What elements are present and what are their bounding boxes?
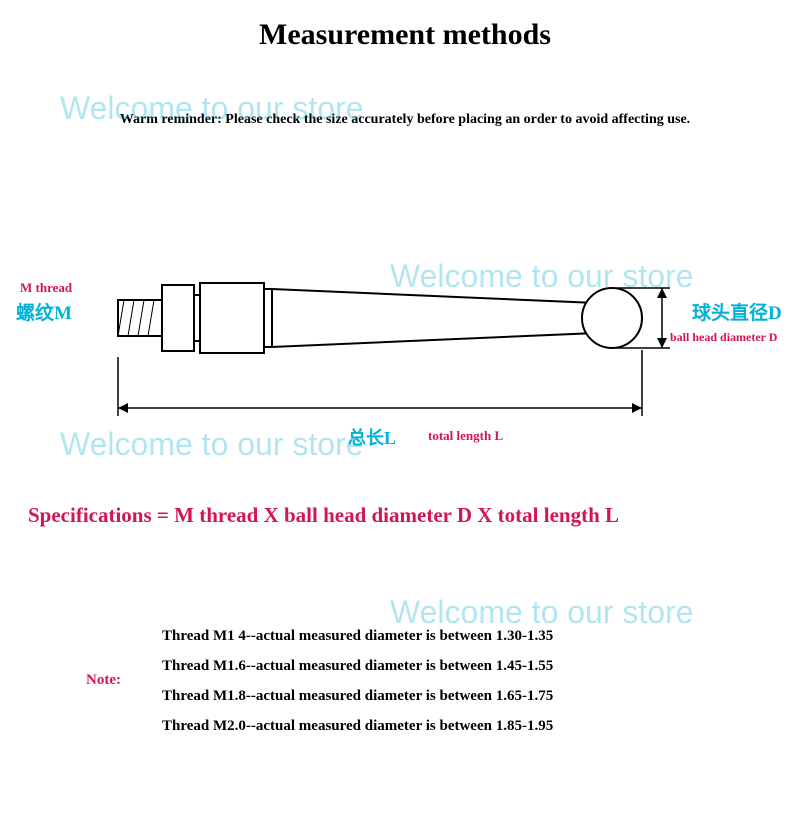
- label-ball-d-cn: 球头直径D: [692, 298, 782, 325]
- note-label: Note:: [86, 672, 121, 689]
- note-line: Thread M2.0--actual measured diameter is…: [162, 718, 553, 735]
- measurement-diagram: M thread 螺纹M 球头直径D ball head diameter D …: [10, 258, 780, 468]
- specifications-formula: Specifications = M thread X ball head di…: [28, 503, 619, 528]
- warm-reminder: Warm reminder: Please check the size acc…: [0, 112, 810, 128]
- note-line: Thread M1.8--actual measured diameter is…: [162, 688, 553, 705]
- note-line: Thread M1 4--actual measured diameter is…: [162, 628, 553, 645]
- label-m-thread-cn: 螺纹M: [16, 298, 72, 325]
- label-total-l-cn: 总长L: [348, 424, 396, 450]
- label-total-l-en: total length L: [428, 428, 503, 444]
- label-ball-d-en: ball head diameter D: [670, 330, 777, 345]
- watermark: Welcome to our store: [390, 594, 694, 631]
- page-title: Measurement methods: [0, 18, 810, 52]
- note-line: Thread M1.6--actual measured diameter is…: [162, 658, 553, 675]
- label-m-thread-en: M thread: [20, 280, 72, 296]
